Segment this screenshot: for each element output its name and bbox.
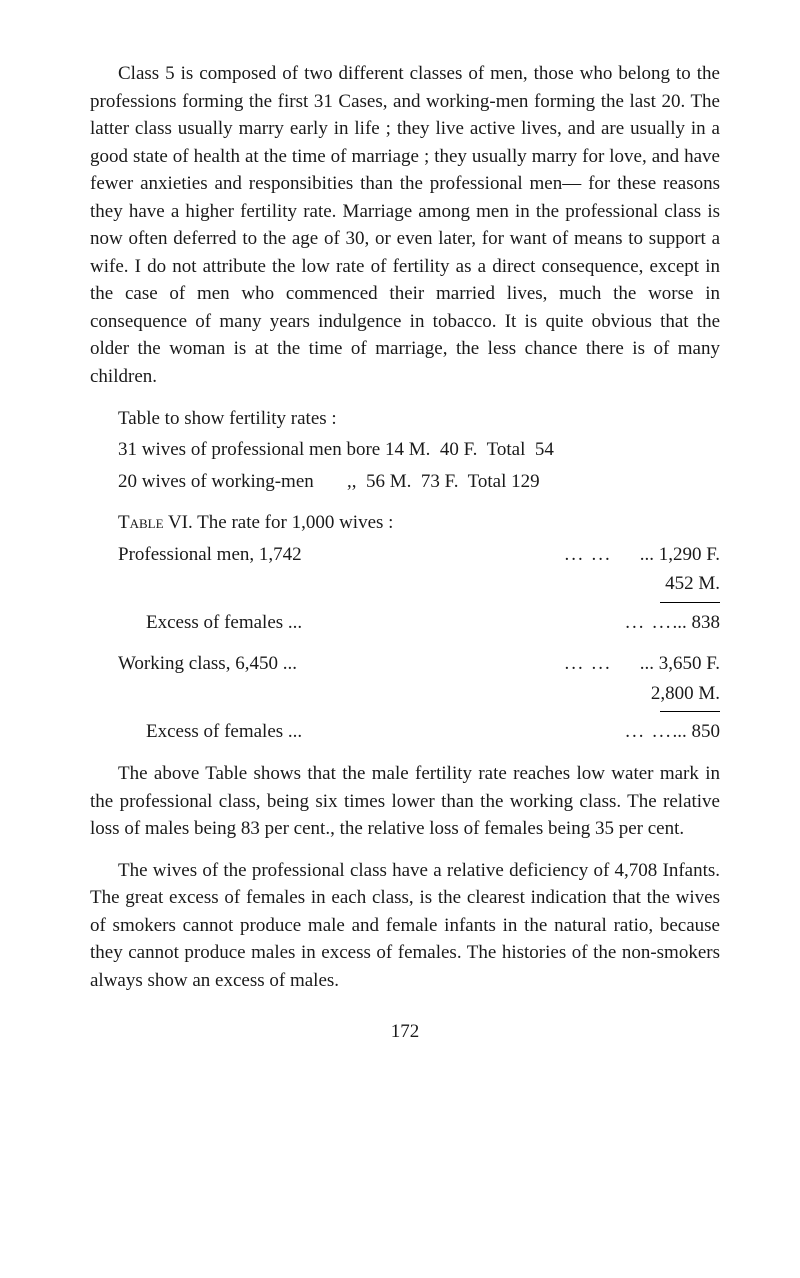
table-intro: Table to show fertility rates : — [90, 405, 720, 433]
table-vi-text: The rate for 1,000 wives : — [193, 512, 394, 533]
excess-1-left: Excess of females ... — [146, 609, 625, 637]
working-value-1: ... 3,650 F. — [612, 650, 720, 678]
excess-2-left: Excess of females ... — [146, 718, 625, 746]
excess-2-dots: ... ... — [625, 718, 672, 746]
wives-line-20: 20 wives of working-men ,, 56 M. 73 F. T… — [90, 468, 720, 496]
paragraph-1: Class 5 is composed of two different cla… — [90, 60, 720, 391]
excess-females-row-2: Excess of females ... ... ... ... 850 — [90, 718, 720, 746]
working-left: Working class, 6,450 ... — [90, 650, 536, 678]
paragraph-2: The above Table shows that the male fert… — [90, 760, 720, 843]
working-dots: ... ... — [536, 650, 611, 678]
prof-men-row-2: 452 M. — [90, 570, 720, 598]
wives-line-31: 31 wives of professional men bore 14 M. … — [90, 436, 720, 464]
table-vi-heading: Table VI. The rate for 1,000 wives : — [90, 509, 720, 537]
prof-men-dots: ... ... — [536, 541, 611, 569]
paragraph-3: The wives of the professional class have… — [90, 857, 720, 995]
working-class-row-2: 2,800 M. — [90, 680, 720, 708]
prof-men-value-1: ... 1,290 F. — [612, 541, 720, 569]
working-value-2: 2,800 M. — [651, 680, 720, 708]
working-class-row: Working class, 6,450 ... ... ... ... 3,6… — [90, 650, 720, 678]
prof-men-row: Professional men, 1,742 ... ... ... 1,29… — [90, 541, 720, 569]
divider-2 — [660, 711, 720, 712]
prof-men-value-2: 452 M. — [665, 570, 720, 598]
page-container: Class 5 is composed of two different cla… — [0, 0, 800, 1086]
prof-men-left: Professional men, 1,742 — [90, 541, 536, 569]
excess-1-dots: ... ... — [625, 609, 672, 637]
excess-females-row-1: Excess of females ... ... ... ... 838 — [90, 609, 720, 637]
prof-men-spacer — [90, 570, 665, 598]
page-number: 172 — [90, 1018, 720, 1046]
excess-2-right: ... 850 — [673, 718, 721, 746]
table-vi-label: Table VI. — [118, 512, 193, 533]
excess-1-right: ... 838 — [673, 609, 721, 637]
working-spacer — [90, 680, 651, 708]
divider-1 — [660, 602, 720, 603]
